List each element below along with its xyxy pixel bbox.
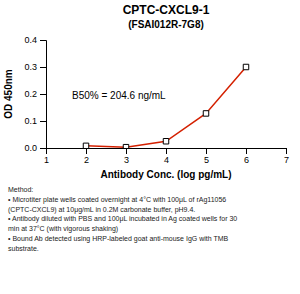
y-axis-line <box>40 41 47 149</box>
chart: CPTC-CXCL9-1(FSAI012R-7G8)12345670.00.10… <box>0 0 300 294</box>
x-tick-mark <box>286 148 287 154</box>
x-tick-mark <box>246 148 247 154</box>
x-axis-title: Antibody Conc. (log pg/mL) <box>100 169 231 180</box>
plot: 1 2 3 4 5 6 7 0.0 0.1 0.2 0.3 0.4 Antibody Conc. (lo… <box>3 35 289 180</box>
x-tick: 5 <box>204 148 209 165</box>
y-tick-label: 0.0 <box>24 143 37 153</box>
x-tick-mark <box>206 148 207 154</box>
marker <box>123 144 128 148</box>
y-tick-label: 0.3 <box>24 62 37 72</box>
line <box>86 67 246 147</box>
y-tick-mark <box>40 67 46 68</box>
x-tick: 2 <box>84 148 89 165</box>
marker <box>243 64 248 69</box>
x-tick: 1 <box>44 148 49 165</box>
y-tick: 0.4 <box>24 35 46 45</box>
subtitle: (FSAI012R-7G8) <box>128 19 204 30</box>
y-tick-mark <box>40 40 46 41</box>
method-line: Method: <box>8 186 33 193</box>
x-tick-label: 1 <box>44 155 49 165</box>
x-tick: 7 <box>284 148 289 165</box>
y-tick-mark <box>40 94 46 95</box>
y-tick: 0.0 <box>24 143 46 153</box>
method-line: • Bound Ab detected using HRP-labeled go… <box>8 235 229 243</box>
x-tick-label: 6 <box>244 155 249 165</box>
annotation: B50% = 204.6 ng/mL <box>72 90 166 101</box>
method-text: Method: • Microtiter plate wells coated o… <box>8 186 237 252</box>
y-tick-mark <box>40 148 46 149</box>
y-tick-mark <box>40 121 46 122</box>
y-tick: 0.1 <box>24 116 46 126</box>
method-line: substrate. <box>8 245 39 252</box>
x-tick: 4 <box>164 148 169 165</box>
marker <box>83 143 88 148</box>
x-tick-label: 4 <box>164 155 169 165</box>
x-axis: 1 2 3 4 5 6 7 <box>44 148 289 165</box>
y-tick-label: 0.2 <box>24 89 37 99</box>
x-tick: 3 <box>124 148 129 165</box>
x-tick-label: 2 <box>84 155 89 165</box>
y-axis-title: OD 450nm <box>3 69 14 119</box>
x-tick-label: 7 <box>284 155 289 165</box>
marks <box>83 64 248 148</box>
y-tick: 0.2 <box>24 89 46 99</box>
method-line: (CPTC-CXCL9) at 10μg/mL in 0.2M carbonat… <box>8 206 195 214</box>
x-tick-mark <box>86 148 87 154</box>
x-tick-mark <box>126 148 127 154</box>
method-line: min at 37°C (with vigorous shaking) <box>8 225 118 233</box>
marker <box>163 139 168 144</box>
y-axis: 0.0 0.1 0.2 0.3 0.4 <box>24 35 46 153</box>
method-line: • Microtiter plate wells coated overnigh… <box>8 196 226 204</box>
x-tick-label: 5 <box>204 155 209 165</box>
x-tick-label: 3 <box>124 155 129 165</box>
y-tick-label: 0.4 <box>24 35 37 45</box>
y-tick: 0.3 <box>24 62 46 72</box>
title: CPTC-CXCL9-1 <box>123 3 210 17</box>
y-tick-label: 0.1 <box>24 116 37 126</box>
x-tick: 6 <box>244 148 249 165</box>
x-tick-mark <box>166 148 167 154</box>
marker <box>203 111 208 116</box>
x-axis-line <box>47 149 287 155</box>
method-line: • Antibody diluted with PBS and 100μL in… <box>8 215 237 223</box>
